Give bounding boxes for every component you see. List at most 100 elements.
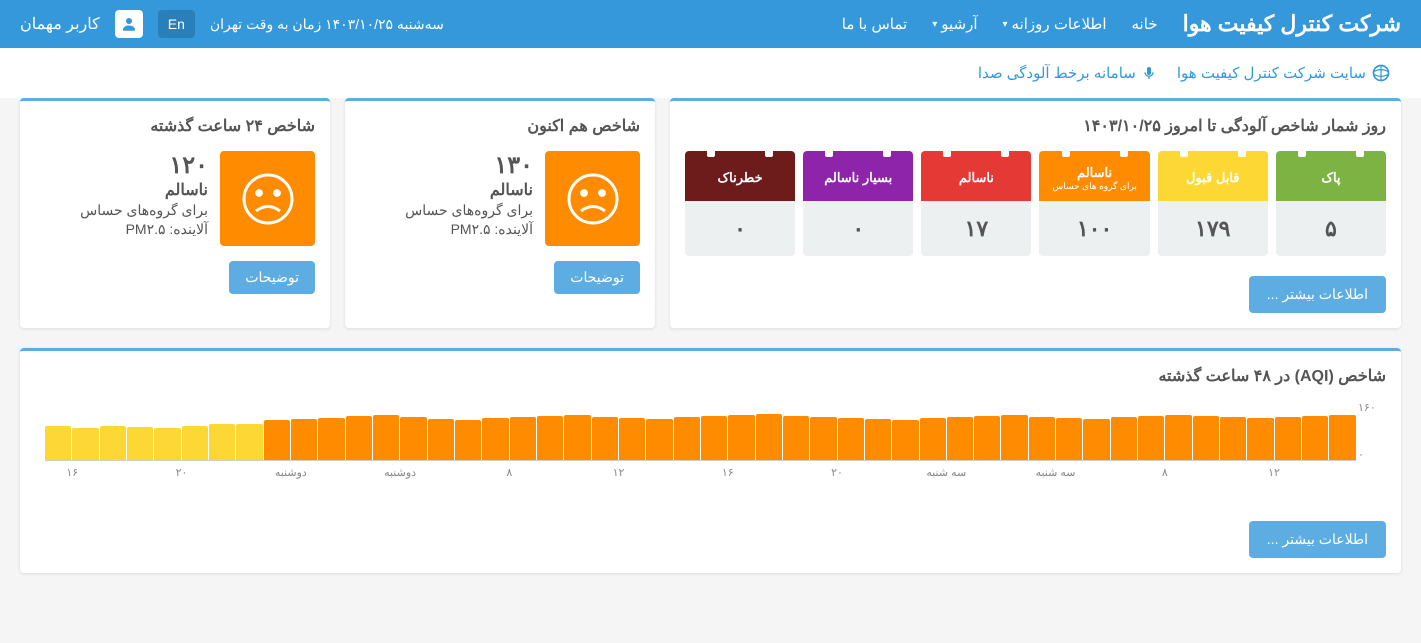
chart-x-axis: ۱۶۲۰دوشنبهدوشنبه۸۱۲۱۶۲۰سه شنبهسه شنبه۸۱۲ [45,466,1356,479]
counter-value: ۰ [685,201,795,256]
link-company-site[interactable]: سایت شرکت کنترل کیفیت هوا [1177,63,1391,83]
card-now-title: شاخص هم اکنون [360,116,640,136]
chart-bar[interactable] [1001,415,1027,460]
chart-bar[interactable] [1111,417,1137,460]
chart-bar[interactable] [236,424,262,460]
chart-bar[interactable] [72,428,98,460]
nav-link-2[interactable]: آرشیو▾ [932,15,977,33]
chart-bar[interactable] [838,418,864,460]
chart-bar[interactable] [182,426,208,461]
chart-bar[interactable] [564,415,590,460]
counter-label: ناسالم [921,151,1031,201]
chart-bar[interactable] [510,417,536,460]
counter-label: قابل قبول [1158,151,1268,201]
x-tick [1301,466,1356,479]
nav-link-0[interactable]: خانه [1132,15,1158,33]
x-tick: سه شنبه [919,466,974,479]
chart-bar[interactable] [1056,418,1082,460]
chart-bar[interactable] [455,420,481,461]
x-tick: ۲۰ [810,466,865,479]
chart-y-axis: ۱۶۰ ۰ [1358,401,1386,461]
chart-bar[interactable] [264,420,290,461]
chart-bar[interactable] [701,416,727,460]
chart-bars [45,401,1356,461]
chart-bar[interactable] [291,419,317,460]
time-label: سه‌شنبه ۱۴۰۳/۱۰/۲۵ زمان به وقت تهران [210,16,444,33]
x-tick [864,466,919,479]
chart-bar[interactable] [1247,418,1273,460]
aqi-now-status: ناسالم [360,180,533,200]
x-tick [974,466,1029,479]
mic-icon [1141,65,1157,81]
chart-bar[interactable] [318,418,344,460]
aqi-24h-value: ۱۲۰ [35,151,208,180]
link-noise-system[interactable]: سامانه برخط آلودگی صدا [978,64,1157,82]
x-tick [1083,466,1138,479]
chart-bar[interactable] [428,419,454,460]
chart-bar[interactable] [45,426,71,460]
counter-value: ۱۰۰ [1039,201,1149,256]
chart-bar[interactable] [756,414,782,460]
counter-title: روز شمار شاخص آلودگی تا امروز ۱۴۰۳/۱۰/۲۵ [685,116,1386,136]
chart-bar[interactable] [400,417,426,460]
face-24h [220,151,315,246]
desc-btn-now[interactable]: توضیحات [554,261,640,294]
chart-bar[interactable] [1193,416,1219,460]
nav-link-3[interactable]: تماس با ما [842,15,907,33]
chart-bar[interactable] [100,426,126,461]
chart-bar[interactable] [728,415,754,460]
user-icon[interactable] [115,10,143,38]
chart-bar[interactable] [646,419,672,460]
nav-link-1[interactable]: اطلاعات روزانه▾ [1003,15,1107,33]
counter-label: پاک [1276,151,1386,201]
chart-bar[interactable] [537,416,563,460]
sublinks-bar: سایت شرکت کنترل کیفیت هوا سامانه برخط آل… [0,48,1421,98]
navbar: شرکت کنترل کیفیت هوا خانه اطلاعات روزانه▾… [0,0,1421,48]
chart-bar[interactable] [209,424,235,460]
chart-bar[interactable] [482,418,508,460]
x-tick: دوشنبه [373,466,428,479]
more-btn-chart[interactable]: اطلاعات بیشتر ... [1249,521,1386,558]
face-now [545,151,640,246]
more-btn-counter[interactable]: اطلاعات بیشتر ... [1249,276,1386,313]
x-tick [1192,466,1247,479]
chart-bar[interactable] [154,428,180,460]
counter-item-3: ناسالم۱۷ [921,151,1031,256]
chart-title: شاخص (AQI) در ۴۸ ساعت گذشته [35,366,1386,386]
x-tick [209,466,264,479]
chart-bar[interactable] [1329,415,1355,460]
card-now: شاخص هم اکنون ۱۳۰ ناسالم برای گروه‌های ح… [345,98,655,328]
chart-bar[interactable] [783,416,809,460]
chart-bar[interactable] [810,417,836,460]
chart-bar[interactable] [920,418,946,460]
chart-bar[interactable] [892,420,918,461]
card-24h: شاخص ۲۴ ساعت گذشته ۱۲۰ ناسالم برای گروه‌… [20,98,330,328]
chart-bar[interactable] [1302,416,1328,460]
chart-bar[interactable] [373,415,399,460]
chart-bar[interactable] [974,416,1000,460]
chart-bar[interactable] [127,427,153,460]
chart-bar[interactable] [1275,417,1301,460]
desc-btn-24h[interactable]: توضیحات [229,261,315,294]
x-tick [100,466,155,479]
chart-bar[interactable] [674,417,700,460]
counter-label: بسیار ناسالم [803,151,913,201]
chart-bar[interactable] [346,416,372,460]
aqi-24h-pollutant: آلاینده: PM۲.۵ [35,221,208,238]
chevron-down-icon: ▾ [932,19,937,30]
chart-bar[interactable] [865,419,891,460]
brand-title: شرکت کنترل کیفیت هوا [1183,11,1401,37]
chart-bar[interactable] [1138,416,1164,460]
lang-toggle[interactable]: En [158,10,195,38]
chart-bar[interactable] [592,417,618,460]
counter-item-0: پاک۵ [1276,151,1386,256]
counter-item-5: خطرناک۰ [685,151,795,256]
x-tick [755,466,810,479]
chart-bar[interactable] [1165,415,1191,460]
chart-bar[interactable] [1083,419,1109,460]
chart-bar[interactable] [947,417,973,460]
chart-bar[interactable] [619,418,645,460]
chart-bar[interactable] [1029,417,1055,460]
chart-bar[interactable] [1220,417,1246,460]
counter-item-2: ناسالمبرای گروه های حساس۱۰۰ [1039,151,1149,256]
